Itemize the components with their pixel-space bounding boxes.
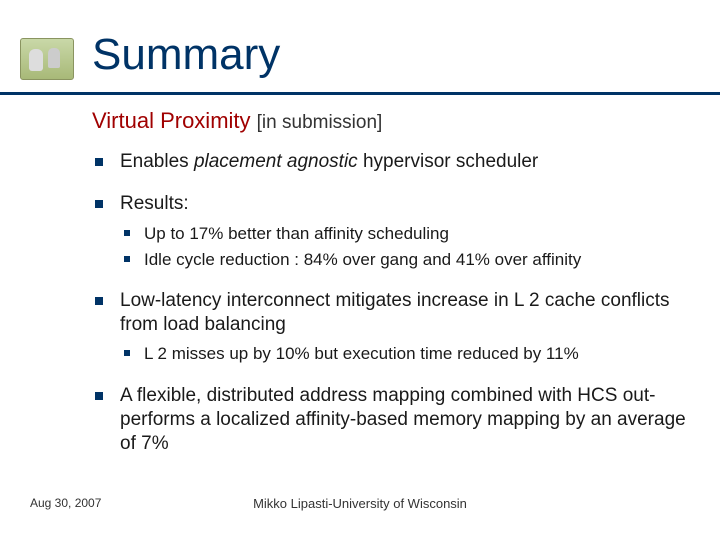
bullet-text-post: hypervisor scheduler [358,151,539,172]
slide: { "title": "Summary", "subtitle": { "mai… [0,0,720,540]
sub-bullet-text: Idle cycle reduction : 84% over gang and… [144,250,581,269]
subtitle-annotation: [in submission] [257,112,383,133]
bullet-text-pre: Enables [120,151,194,172]
logo-icon [20,38,74,80]
title-underline [0,92,720,95]
bullet-text: Low-latency interconnect mitigates incre… [120,290,670,335]
bullet-text: Results: [120,193,189,214]
bullet-list: Enables placement agnostic hypervisor sc… [92,150,690,456]
sub-bullet-text: Up to 17% better than affinity schedulin… [144,224,449,243]
bullet-item: Results: Up to 17% better than affinity … [92,192,690,271]
bullet-item: Low-latency interconnect mitigates incre… [92,289,690,366]
sub-bullet-item: Idle cycle reduction : 84% over gang and… [120,249,690,271]
sub-bullet-item: Up to 17% better than affinity schedulin… [120,223,690,245]
footer-affiliation: Mikko Lipasti-University of Wisconsin [0,496,720,511]
sub-bullet-list: Up to 17% better than affinity schedulin… [120,223,690,271]
bullet-item: Enables placement agnostic hypervisor sc… [92,150,690,174]
body: Enables placement agnostic hypervisor sc… [92,150,690,474]
bullet-text: A flexible, distributed address mapping … [120,385,686,455]
sub-bullet-item: L 2 misses up by 10% but execution time … [120,343,690,365]
sub-bullet-list: L 2 misses up by 10% but execution time … [120,343,690,365]
subtitle: Virtual Proximity [in submission] [92,108,382,134]
slide-title: Summary [92,30,280,80]
footer: Aug 30, 2007 Mikko Lipasti-University of… [0,496,720,516]
bullet-text-italic: placement agnostic [194,151,358,172]
bullet-item: A flexible, distributed address mapping … [92,384,690,457]
sub-bullet-text: L 2 misses up by 10% but execution time … [144,344,579,363]
subtitle-main: Virtual Proximity [92,108,251,133]
